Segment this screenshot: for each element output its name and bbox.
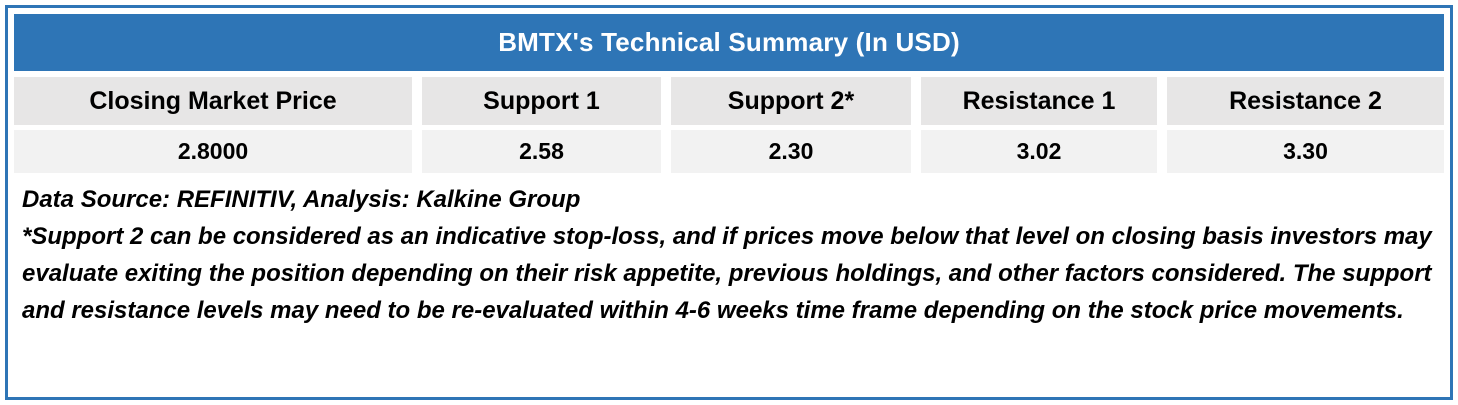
column-header-resistance-2: Resistance 2 [1167,77,1444,125]
value-closing-market-price: 2.8000 [14,130,412,173]
table-title: BMTX's Technical Summary (In USD) [14,14,1444,71]
value-resistance-1: 3.02 [921,130,1157,173]
technical-summary-table: Closing Market Price Support 1 Support 2… [14,77,1444,173]
column-header-closing-market-price: Closing Market Price [14,77,412,125]
value-resistance-2: 3.30 [1167,130,1444,173]
column-header-support-1: Support 1 [422,77,661,125]
column-header-resistance-1: Resistance 1 [921,77,1157,125]
technical-summary-panel: BMTX's Technical Summary (In USD) Closin… [5,5,1453,400]
value-support-2: 2.30 [671,130,911,173]
column-header-support-2: Support 2* [671,77,911,125]
data-source-note: Data Source: REFINITIV, Analysis: Kalkin… [22,186,581,213]
value-support-1: 2.58 [422,130,661,173]
stop-loss-disclaimer: *Support 2 can be considered as an indic… [22,223,1432,324]
footnotes: Data Source: REFINITIV, Analysis: Kalkin… [14,173,1444,329]
